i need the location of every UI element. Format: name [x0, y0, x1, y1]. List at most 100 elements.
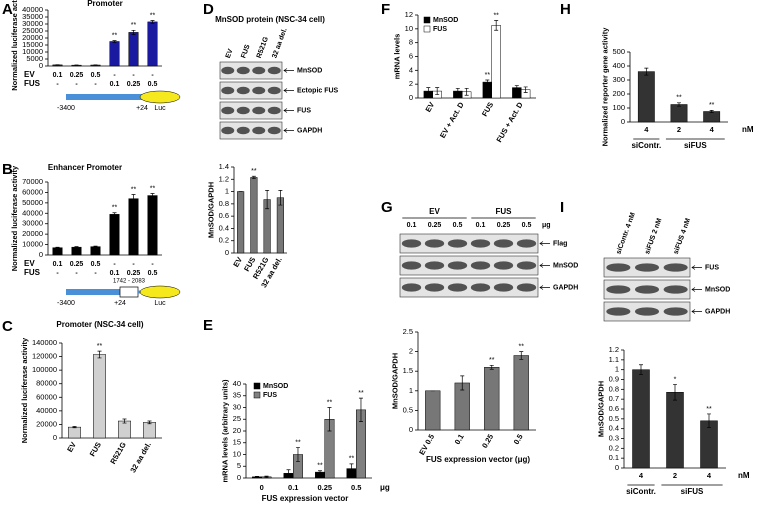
start-label: -3400 [57, 105, 75, 112]
x-tick-label: EV [65, 440, 78, 453]
row-cell: 0.1 [53, 72, 63, 79]
y-tick-label: 25000 [22, 26, 43, 35]
band-label: Flag [553, 240, 567, 247]
y-tick-label: 5000 [26, 54, 43, 63]
lane-group-label: EV [429, 207, 440, 216]
lane-label: 32 aa del. [271, 27, 288, 59]
y-tick-label: 0 [621, 117, 625, 126]
band-label: FUS [705, 264, 719, 271]
row-cell: - [94, 81, 97, 88]
unit-label: μg [380, 483, 390, 492]
blot-band [252, 66, 266, 75]
row-cell: 0.25 [127, 81, 141, 88]
blot-strip [399, 233, 539, 254]
blot-band [401, 283, 422, 292]
blot-band [221, 66, 235, 75]
error-bar [489, 364, 494, 370]
y-tick-label: 100000 [32, 365, 57, 374]
band-label: MnSOD [297, 67, 322, 74]
bar [147, 195, 158, 256]
y-tick-label: 40000 [22, 5, 43, 14]
error-bar [93, 245, 98, 248]
row-cell: 0.1 [110, 270, 120, 277]
y-tick-label: 8 [409, 38, 413, 47]
row-cell: - [151, 261, 154, 268]
y-tick-label: 200 [612, 89, 625, 98]
y-tick-label: 0 [237, 473, 241, 482]
band-arrow [691, 309, 702, 314]
blot-band [221, 126, 235, 135]
blot-band [401, 261, 422, 270]
y-tick-label: 5 [237, 461, 241, 470]
band-label: Ectopic FUS [297, 87, 339, 94]
error-bar [74, 246, 79, 249]
panel-letter: C [2, 318, 13, 335]
error-bar [673, 384, 677, 401]
y-axis-label: Normalized luciferase activity [20, 337, 29, 443]
bar [513, 355, 529, 431]
legend-label: MnSOD [263, 383, 288, 390]
y-tick-label: 60000 [36, 392, 57, 401]
x-tick-label: 4 [707, 471, 712, 480]
blot-band [252, 106, 266, 115]
blot-band [221, 106, 235, 115]
x-tick-label: 0.25 [480, 432, 495, 449]
y-tick-label: 80000 [36, 379, 57, 388]
blot-band [236, 86, 250, 95]
y-tick-label: 4 [409, 65, 413, 74]
significance-label: ** [131, 22, 137, 29]
error-bar [464, 87, 469, 96]
lane-label: EV [225, 48, 235, 59]
blot-band [447, 283, 468, 292]
y-tick-label: 1.1 [609, 355, 619, 364]
lane-label: FUS [240, 43, 251, 59]
bar [93, 354, 106, 439]
y-tick-label: 0.5 [609, 414, 619, 423]
row-cell: 0.1 [110, 81, 120, 88]
band-label: MnSOD [705, 286, 730, 293]
y-tick-label: 0 [39, 250, 43, 259]
x-axis-label: FUS expression vector [262, 494, 349, 503]
bar [484, 367, 500, 431]
bar [109, 214, 120, 256]
blot-band [663, 263, 688, 272]
significance-label: ** [358, 390, 364, 397]
y-tick-label: 0 [615, 463, 619, 472]
y-tick-label: 20000 [22, 229, 43, 238]
x-tick-label: EV 0.5 [417, 432, 436, 456]
y-tick-label: 20000 [22, 33, 43, 42]
blot-band [447, 261, 468, 270]
error-bar [97, 350, 102, 359]
significance-label: ** [112, 33, 118, 40]
blot-band [470, 261, 491, 270]
y-tick-label: 40000 [36, 406, 57, 415]
y-tick-label: 0 [39, 61, 43, 70]
panel-letter: G [381, 199, 393, 216]
legend-swatch [253, 391, 261, 399]
panel-letter: A [2, 1, 13, 18]
row-cell: - [75, 270, 78, 277]
error-bar [131, 29, 136, 35]
start-label: -3400 [57, 300, 75, 307]
y-tick-label: 20 [233, 426, 241, 435]
x-tick-label: EV + Act. D [438, 100, 466, 140]
panel-letter: F [381, 1, 390, 18]
y-tick-label: 1 [409, 386, 413, 395]
y-tick-label: 1 [615, 365, 619, 374]
blot-band [634, 285, 660, 294]
panel-title: MnSOD protein (NSC-34 cell) [215, 15, 325, 24]
legend-swatch [423, 25, 431, 33]
bar [670, 104, 688, 123]
lane-label: siFUS 4 nM [673, 217, 693, 255]
error-bar [286, 469, 291, 478]
significance-label: ** [709, 102, 715, 109]
x-tick-label: FUS [88, 440, 103, 457]
x-tick-label: 2 [673, 471, 677, 480]
band-arrow [539, 241, 550, 246]
row-cell: 0.1 [53, 261, 63, 268]
legend-swatch [423, 16, 431, 24]
bar [68, 426, 81, 439]
blot-band [447, 239, 468, 248]
significance-label: ** [519, 343, 525, 350]
lane-label: 0.1 [407, 222, 417, 229]
